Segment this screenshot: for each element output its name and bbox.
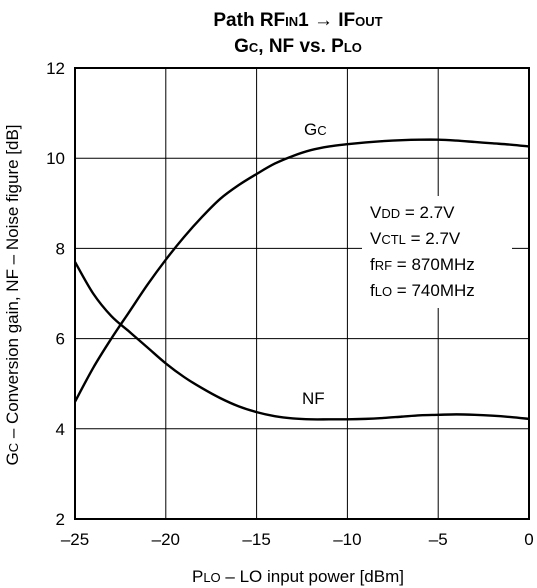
series-line-gc [73, 138, 530, 403]
x-tick-label: 0 [524, 530, 533, 549]
x-tick-label: –25 [61, 530, 89, 549]
y-tick-label: 12 [46, 59, 65, 78]
chart-title-line1: Path RFIN1 → IFOUT [213, 10, 382, 31]
y-tick-label: 2 [56, 510, 65, 529]
annotation-vdd: VDD = 2.7V [370, 203, 455, 222]
x-tick-label: –15 [242, 530, 270, 549]
conditions-annotation: VDD = 2.7V VCTL = 2.7V fRF = 870MHz fLO … [370, 203, 475, 300]
chart-title-line2: GC, NF vs. PLO [234, 36, 362, 57]
y-tick-label: 10 [46, 149, 65, 168]
annotation-vctl: VCTL = 2.7V [370, 229, 461, 248]
annotation-background [362, 196, 512, 308]
series-line-nf [73, 261, 530, 421]
series-label-gc: GC [304, 120, 327, 139]
series-curves [73, 138, 530, 421]
y-axis-ticks: 2 4 6 8 10 12 [46, 59, 65, 529]
annotation-flo: fLO = 740MHz [370, 281, 475, 300]
y-tick-label: 8 [56, 239, 65, 258]
x-axis-ticks: –25 –20 –15 –10 –5 0 [61, 530, 534, 549]
y-axis-label: GC – Conversion gain, NF – Noise figure … [3, 124, 22, 465]
x-tick-label: –20 [152, 530, 180, 549]
x-tick-label: –10 [333, 530, 361, 549]
x-axis-label: PLO – LO input power [dBm] [192, 567, 404, 586]
plot-frame [74, 67, 530, 520]
y-tick-label: 4 [56, 420, 65, 439]
y-tick-label: 6 [56, 330, 65, 349]
annotation-frf: fRF = 870MHz [370, 255, 475, 274]
x-tick-label: –5 [429, 530, 448, 549]
series-label-nf: NF [302, 389, 325, 408]
